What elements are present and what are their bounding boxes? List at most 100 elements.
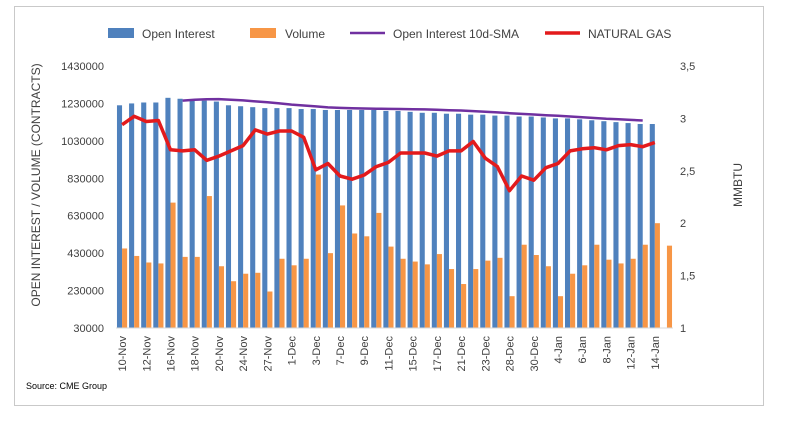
open-interest-bar xyxy=(528,116,534,329)
open-interest-bar xyxy=(347,109,353,328)
x-tick-label: 9-Dec xyxy=(359,336,371,366)
volume-bar xyxy=(642,244,648,328)
x-tick-label: 4-Jan xyxy=(553,336,565,364)
open-interest-bars xyxy=(116,97,655,329)
open-interest-bar xyxy=(407,111,413,328)
open-interest-bar xyxy=(540,117,546,328)
left-tick-label: 1430000 xyxy=(61,61,104,73)
volume-bar xyxy=(509,296,515,328)
volume-bar xyxy=(231,281,237,328)
x-tick-label: 21-Dec xyxy=(456,336,468,372)
volume-bar xyxy=(654,223,660,328)
volume-bar xyxy=(352,233,358,328)
open-interest-bar xyxy=(480,114,486,329)
left-axis-title: OPEN INTEREST / VOLUME (CONTRACTS) xyxy=(29,63,43,306)
open-interest-bar xyxy=(334,109,341,328)
volume-bar xyxy=(400,258,406,328)
volume-bar xyxy=(557,296,564,328)
open-interest-bar xyxy=(201,100,207,328)
legend-swatch-volume xyxy=(250,28,276,38)
open-interest-bar xyxy=(649,124,655,328)
x-tick-label: 1-Dec xyxy=(287,336,299,366)
left-tick-label: 430000 xyxy=(67,248,104,260)
open-interest-bar xyxy=(129,103,135,328)
volume-bar xyxy=(218,266,225,328)
open-interest-bar xyxy=(189,99,195,328)
open-interest-bar xyxy=(177,98,183,328)
volume-bar xyxy=(243,273,249,328)
right-tick-label: 3,5 xyxy=(680,61,695,73)
source-note: Source: CME Group xyxy=(26,381,107,391)
open-interest-bar xyxy=(589,120,595,329)
open-interest-bar xyxy=(141,102,147,328)
volume-bar xyxy=(158,263,164,328)
x-tick-label: 10-Nov xyxy=(117,336,129,372)
volume-bar xyxy=(436,254,442,328)
x-tick-label: 28-Dec xyxy=(505,336,517,372)
x-tick-label: 20-Nov xyxy=(214,336,226,372)
open-interest-bar xyxy=(601,121,607,328)
volume-bar xyxy=(533,255,539,328)
volume-bar xyxy=(606,259,612,328)
open-interest-bar xyxy=(625,123,631,328)
open-interest-bar xyxy=(322,109,328,328)
open-interest-bar xyxy=(395,110,401,329)
x-tick-label: 12-Jan xyxy=(626,336,638,370)
open-interest-bar xyxy=(165,97,171,328)
open-interest-bar xyxy=(383,110,389,329)
volume-bar xyxy=(122,248,128,328)
legend-label-natural-gas: NATURAL GAS xyxy=(588,27,671,41)
volume-bar xyxy=(521,244,527,328)
x-tick-label: 11-Dec xyxy=(383,336,395,371)
volume-bar xyxy=(279,258,285,328)
right-axis-ticks: 1 1,5 2 2,5 3 3,5 xyxy=(680,61,695,335)
legend-swatch-open-interest xyxy=(108,28,134,38)
right-tick-label: 2 xyxy=(680,218,686,230)
volume-bar xyxy=(376,212,382,328)
x-tick-label: 12-Nov xyxy=(141,336,153,372)
open-interest-bar xyxy=(116,105,123,328)
volume-bar xyxy=(666,245,673,328)
volume-bar xyxy=(412,261,418,328)
open-interest-bar xyxy=(637,124,643,328)
volume-bar xyxy=(206,196,212,328)
right-tick-label: 3 xyxy=(680,113,686,125)
volume-bar xyxy=(267,291,273,328)
x-tick-label: 18-Nov xyxy=(190,336,202,372)
volume-bar xyxy=(473,269,479,328)
legend-label-open-interest: Open Interest xyxy=(142,27,215,41)
open-interest-bar xyxy=(286,108,292,328)
left-tick-label: 230000 xyxy=(67,286,104,298)
x-tick-label: 23-Dec xyxy=(480,336,492,372)
open-interest-bar xyxy=(516,116,522,329)
volume-bar xyxy=(461,284,467,328)
open-interest-bar xyxy=(225,105,232,328)
line-series xyxy=(121,97,656,193)
x-tick-label: 30-Dec xyxy=(529,336,541,372)
x-tick-label: 15-Dec xyxy=(408,336,420,372)
left-tick-label: 30000 xyxy=(73,323,104,335)
open-interest-bar xyxy=(213,101,219,328)
open-interest-bar xyxy=(577,119,583,328)
volume-bar xyxy=(327,253,333,328)
left-tick-label: 630000 xyxy=(67,211,104,223)
sma-line xyxy=(182,97,643,122)
natural-gas-line xyxy=(121,114,656,193)
x-tick-label: 6-Jan xyxy=(577,336,589,364)
open-interest-bar xyxy=(468,114,474,329)
open-interest-bar xyxy=(564,118,571,329)
volume-bar xyxy=(630,258,636,328)
volume-bar xyxy=(570,273,576,328)
x-tick-label: 3-Dec xyxy=(311,336,323,366)
open-interest-bar xyxy=(310,109,316,329)
volume-bar xyxy=(134,255,140,328)
left-tick-label: 830000 xyxy=(67,173,104,185)
open-interest-bar xyxy=(504,115,510,328)
x-tick-label: 7-Dec xyxy=(335,336,347,366)
x-tick-label: 16-Nov xyxy=(165,336,177,372)
left-axis-ticks: 30000 230000 430000 630000 830000 1030000 1230… xyxy=(61,61,104,335)
x-axis-ticks: 10-Nov 12-Nov 16-Nov 18-Nov 20-Nov 24-Nov 27-N… xyxy=(117,336,662,372)
open-interest-bar xyxy=(298,109,304,329)
open-interest-bar xyxy=(274,108,280,328)
